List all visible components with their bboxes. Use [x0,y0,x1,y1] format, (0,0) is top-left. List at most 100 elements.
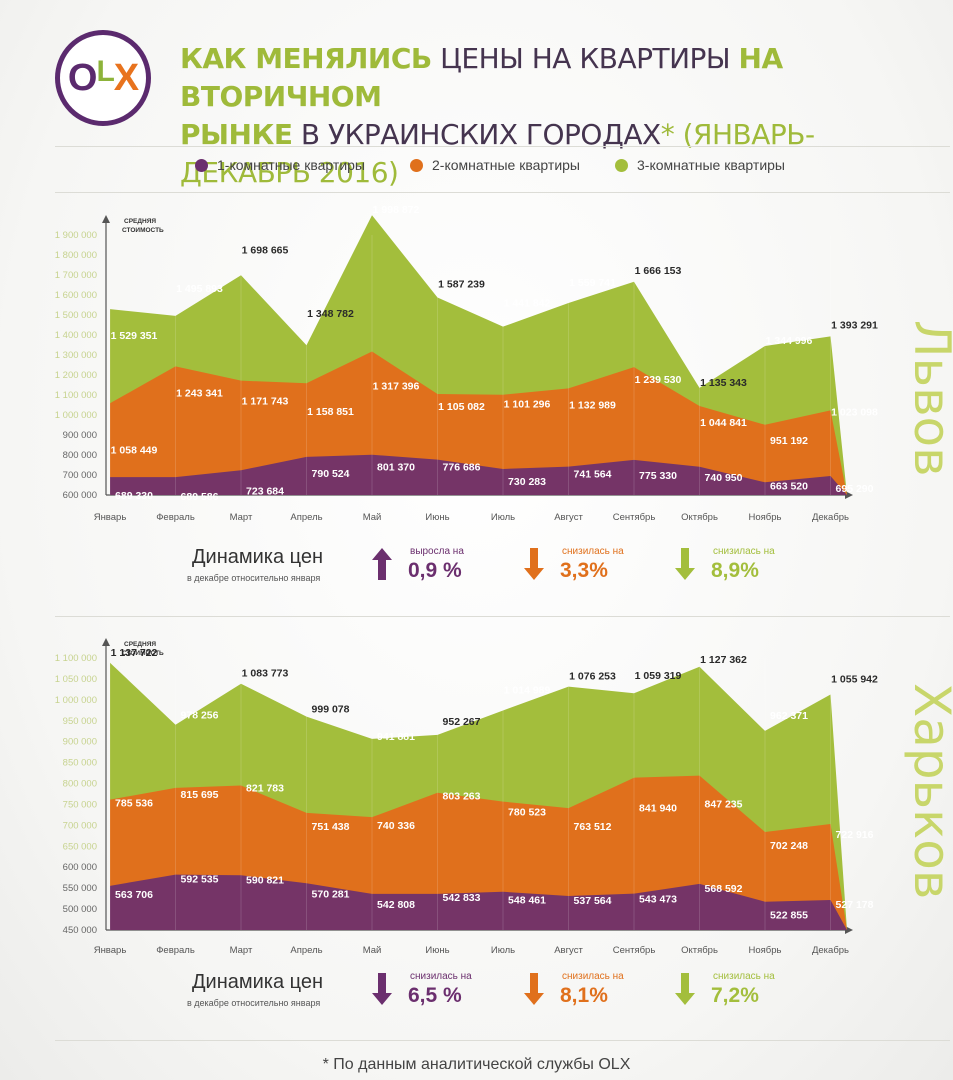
data-label: 785 536 [115,798,153,810]
data-label: 847 235 [705,799,743,811]
y-tick-label: 1 000 000 [55,695,97,706]
legend-item: 2-комнатные квартиры [410,157,580,173]
logo-letter-o: O [67,56,98,99]
x-tick-label: Октябрь [681,512,718,523]
data-label: 695 290 [836,483,874,495]
x-tick-label: Февраль [156,945,195,956]
legend: 1-комнатные квартиры 2-комнатные квартир… [0,157,953,181]
data-label: 952 267 [443,716,481,728]
y-tick-label: 950 000 [63,716,97,727]
arrow-down-icon [524,548,544,580]
dynamics-item: выросла на 0,9 % [372,546,512,586]
x-tick-label: Май [363,512,382,523]
data-label: 537 564 [574,895,612,907]
arrow-up-icon [372,548,392,580]
data-label: 1 441 842 [504,298,551,310]
dynamics-label: снизилась на [713,971,775,982]
title-part: ЦЕНЫ НА КВАРТИРЫ [431,42,739,75]
data-label: 780 523 [508,807,546,819]
data-label: 663 520 [770,480,808,492]
area-series-1 [110,874,847,930]
y-axis-label: СТОИМОСТЬ [122,650,164,657]
dynamics-value: 3,3% [560,559,608,582]
data-label: 801 370 [377,462,415,474]
dynamics-label: снизилась на [562,546,624,557]
data-label: 1 014 989 [504,684,551,696]
data-label: 1 529 351 [111,330,158,342]
dynamics-title: Динамика цен [192,546,324,568]
legend-label: 1-комнатные квартиры [217,157,365,173]
y-tick-label: 1 400 000 [55,330,97,341]
data-label: 543 473 [639,894,677,906]
data-label: 563 706 [115,889,153,901]
data-label: 1 317 396 [373,381,420,393]
y-tick-label: 850 000 [63,758,97,769]
y-tick-label: 700 000 [63,470,97,481]
y-tick-label: 1 050 000 [55,674,97,685]
y-axis-arrow-icon [102,638,110,646]
y-tick-label: 1 300 000 [55,350,97,361]
x-tick-label: Февраль [156,512,195,523]
y-tick-label: 900 000 [63,737,97,748]
y-tick-label: 1 500 000 [55,310,97,321]
y-tick-label: 1 000 000 [55,410,97,421]
dynamics-lviv: Динамика цен в декабре относительно янва… [0,546,953,596]
data-label: 1 137 722 [111,647,158,659]
data-label: 751 438 [312,821,350,833]
arrow-down-icon [675,973,695,1005]
arrow-down-icon [524,973,544,1005]
data-label: 1 348 782 [307,308,354,320]
chart-lviv: СРЕДНЯЯ СТОИМОСТЬ 600 000 700 000 800 000 900… [55,205,953,523]
dynamics-value: 0,9 % [408,559,462,582]
data-label: 1 158 851 [307,406,354,418]
data-label: 978 256 [181,710,219,722]
legend-item: 3-комнатные квартиры [615,157,785,173]
data-label: 542 833 [443,892,481,904]
legend-label: 3-комнатные квартиры [637,157,785,173]
dynamics-item: снизилась на 8,1% [524,971,664,1011]
x-tick-label: Май [363,945,382,956]
x-tick-label: Декабрь [812,945,849,956]
legend-item: 1-комнатные квартиры [195,157,365,173]
title-part: НА ВТОРИЧНОМ [180,42,783,113]
data-label: 542 808 [377,899,415,911]
data-label: 1 587 239 [438,279,485,291]
x-tick-label: Июль [491,945,515,956]
x-tick-label: Сентябрь [613,945,656,956]
data-label: 999 078 [312,704,350,716]
data-label: 1 132 989 [569,399,616,411]
data-label: 1 344 996 [766,335,813,347]
y-axis-label: СТОИМОСТЬ [122,227,164,234]
y-tick-label: 600 000 [63,862,97,873]
y-tick-label: 650 000 [63,841,97,852]
dynamics-item: снизилась на 7,2% [675,971,815,1011]
dynamics-kharkiv: Динамика цен в декабре относительно янва… [0,971,953,1021]
y-tick-label: 550 000 [63,883,97,894]
x-tick-label: Октябрь [681,945,718,956]
data-label: 790 524 [312,468,350,480]
dynamics-value: 8,9% [711,559,759,582]
y-tick-label: 1 800 000 [55,250,97,261]
data-label: 1 998 872 [373,205,420,216]
data-label: 1 127 362 [700,654,747,666]
data-label: 689 586 [181,491,219,503]
data-label: 730 283 [508,476,546,488]
y-tick-label: 800 000 [63,779,97,790]
title-asterisk: * [660,118,675,151]
data-label: 775 330 [639,470,677,482]
x-tick-label: Апрель [290,512,322,523]
y-tick-label: 1 200 000 [55,370,97,381]
data-label: 962 371 [770,710,808,722]
data-label: 522 855 [770,910,808,922]
legend-dot-icon [410,158,423,172]
data-label: 1 105 082 [438,401,485,413]
data-label: 1 083 773 [242,668,289,680]
y-tick-label: 600 000 [63,490,97,501]
logo-letter-l: L [96,55,114,88]
olx-logo: O L X [55,30,151,126]
x-tick-label: Апрель [290,945,322,956]
data-label: 1 058 449 [111,444,158,456]
data-label: 1 243 341 [176,387,223,399]
data-label: 1 666 153 [635,265,682,277]
data-label: 841 940 [639,803,677,815]
